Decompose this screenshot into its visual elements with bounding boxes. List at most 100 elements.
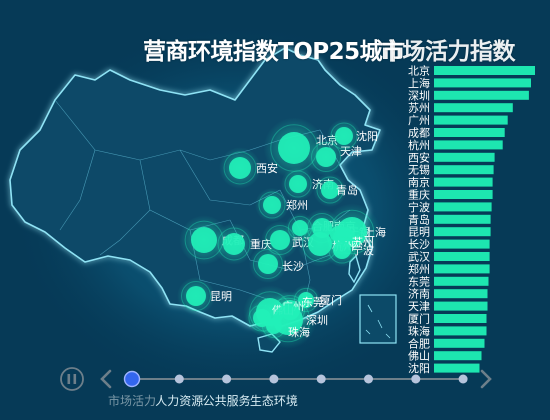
- bar-label-item-25: 沈阳: [408, 361, 430, 375]
- city-bubble-item-6[interactable]: 青岛: [312, 172, 358, 208]
- city-bubble-item-7[interactable]: 郑州: [254, 187, 308, 223]
- bubble-dot: [321, 181, 339, 199]
- timeline[interactable]: 市场活力 人力资源 公共服务 生态环境: [60, 367, 492, 409]
- bubble-ring: [223, 151, 257, 185]
- city-label-item-19: 昆明: [210, 290, 232, 303]
- bubble-ring: [330, 122, 358, 150]
- bar-item-2: [434, 78, 531, 88]
- timeline-node-item-5[interactable]: [316, 374, 326, 384]
- bar-label-item-12: 宁波: [408, 200, 430, 214]
- timeline-node-item-1[interactable]: 市场活力: [108, 370, 156, 409]
- bar-label-item-21: 厦门: [408, 312, 430, 326]
- bubble-dot: [266, 318, 282, 334]
- bubble-dot: [258, 254, 278, 274]
- bar-label-item-5: 广州: [408, 114, 430, 127]
- city-label-item-18: 长沙: [282, 260, 304, 273]
- bar-label-item-23: 合肥: [408, 336, 430, 350]
- bar-label-item-6: 成都: [408, 127, 430, 140]
- bubble-ring: [258, 191, 286, 219]
- bar-item-10: [434, 177, 493, 187]
- bar-label-item-22: 珠海: [408, 324, 430, 338]
- city-label-item-3: 沈阳: [356, 129, 378, 143]
- timeline-dot-active: [123, 370, 141, 388]
- city-label-item-20: 厦门: [320, 293, 342, 307]
- pause-icon: [60, 367, 84, 391]
- bar-label-item-10: 南京: [408, 175, 430, 189]
- bar-item-13: [434, 214, 491, 224]
- city-bubble-item-19[interactable]: 昆明: [177, 277, 232, 315]
- bar-item-3: [434, 90, 529, 100]
- timeline-dot: [174, 374, 184, 384]
- bar-item-20: [434, 301, 488, 311]
- timeline-dot: [269, 374, 279, 384]
- city-bubble-item-14[interactable]: 重庆: [213, 223, 272, 265]
- timeline-label-item-4: 生态环境: [250, 393, 298, 408]
- bar-label-item-18: 东莞: [408, 275, 430, 288]
- bar-label-item-9: 无锡: [408, 163, 430, 177]
- bar-item-7: [434, 140, 503, 150]
- bubble-dot: [263, 196, 281, 214]
- bubble-ring: [181, 281, 211, 311]
- bar-label-item-24: 佛山: [408, 350, 430, 363]
- timeline-dot: [411, 374, 421, 384]
- city-bubble-item-17[interactable]: 宁波: [324, 232, 374, 268]
- pause-button[interactable]: [60, 367, 84, 391]
- city-label-item-7: 郑州: [286, 198, 308, 212]
- bubble-ring: [253, 249, 283, 279]
- city-bubble-item-3[interactable]: 沈阳: [326, 118, 378, 154]
- bubble-dot: [186, 286, 206, 306]
- bar-item-8: [434, 152, 495, 162]
- city-label-item-25: 珠海: [288, 325, 310, 339]
- bar-label-item-20: 天津: [408, 300, 430, 313]
- chevron-left-icon[interactable]: [100, 369, 112, 389]
- bar-item-22: [434, 326, 487, 336]
- bar-label-item-7: 杭州: [408, 138, 430, 152]
- timeline-node-item-2[interactable]: 人力资源: [155, 374, 203, 409]
- bar-label-item-15: 长沙: [408, 238, 430, 251]
- city-bubble-item-25[interactable]: 珠海: [258, 310, 310, 342]
- bar-item-23: [434, 338, 485, 348]
- bar-item-17: [434, 264, 490, 274]
- chevron-right-icon[interactable]: [480, 369, 492, 389]
- bar-label-item-13: 青岛: [408, 212, 430, 226]
- timeline-node-item-3[interactable]: 公共服务: [203, 374, 251, 409]
- timeline-dot: [364, 374, 373, 384]
- bar-item-18: [434, 276, 489, 286]
- bubble-dot: [223, 233, 245, 255]
- ranking-bar-chart: 北京上海深圳苏州广州成都杭州西安无锡南京重庆宁波青岛昆明长沙武汉郑州东莞济南天津…: [408, 64, 535, 375]
- bubble-ring: [261, 313, 287, 339]
- bar-item-21: [434, 314, 487, 323]
- pause-bar-left: [67, 374, 71, 384]
- timeline-node-item-7[interactable]: [411, 374, 421, 384]
- bar-item-14: [434, 227, 491, 237]
- city-label-item-24: 深圳: [306, 314, 328, 327]
- bar-item-9: [434, 165, 494, 175]
- bar-item-5: [434, 115, 508, 125]
- city-label-item-4: 西安: [256, 161, 278, 175]
- timeline-dot: [458, 374, 468, 384]
- bar-item-24: [434, 351, 482, 361]
- pause-bar-right: [73, 374, 77, 384]
- bar-label-item-19: 济南: [408, 287, 430, 301]
- chart-subtitle-overlay: 市场活力指数: [380, 39, 516, 65]
- bar-label-item-11: 重庆: [408, 188, 430, 202]
- bubble-dot: [316, 147, 336, 167]
- bar-item-11: [434, 190, 493, 199]
- timeline-node-item-8[interactable]: [458, 374, 468, 384]
- timeline-dot: [222, 374, 232, 384]
- bubble-dot: [270, 230, 290, 250]
- bar-item-25: [434, 363, 480, 373]
- bar-item-6: [434, 128, 505, 137]
- bar-label-item-14: 昆明: [408, 226, 430, 239]
- bubble-dot: [229, 157, 251, 179]
- bubble-ring: [328, 236, 356, 264]
- city-label-item-17: 宁波: [352, 243, 374, 257]
- bar-label-item-17: 郑州: [408, 262, 430, 276]
- bar-item-15: [434, 239, 490, 249]
- timeline-node-item-4[interactable]: 生态环境: [250, 374, 298, 409]
- south-sea-inset: [359, 294, 397, 344]
- city-bubble-item-18[interactable]: 长沙: [249, 245, 304, 283]
- bubble-ring: [217, 227, 251, 261]
- city-bubble-item-4[interactable]: 西安: [219, 147, 278, 189]
- timeline-node-item-6[interactable]: [364, 374, 373, 384]
